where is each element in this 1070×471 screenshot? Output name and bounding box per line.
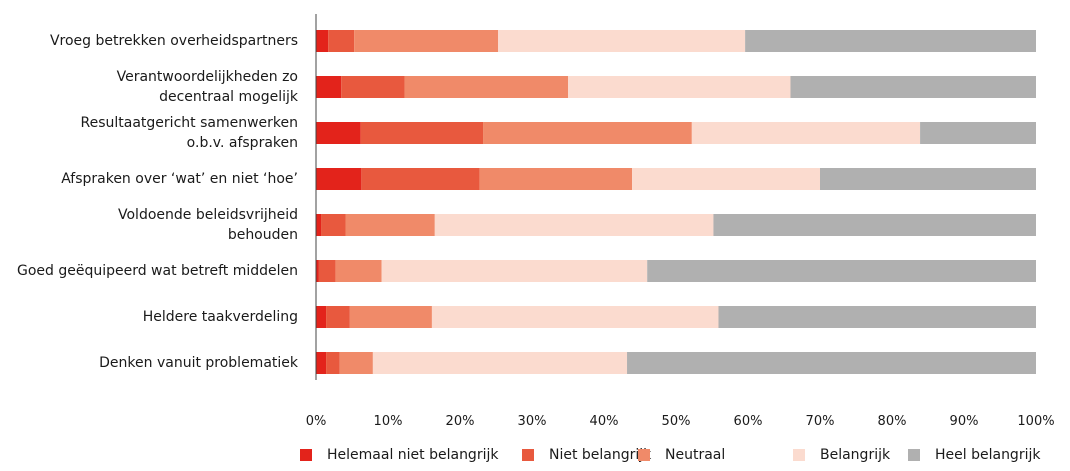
x-tick-label: 40% <box>590 414 619 429</box>
bar-segment <box>316 30 328 52</box>
bar-segment <box>340 352 373 374</box>
category-label: o.b.v. afspraken <box>187 135 298 151</box>
bar-segment <box>692 122 920 144</box>
x-tick-label: 80% <box>878 414 907 429</box>
bar-segment <box>718 306 1036 328</box>
legend-item: Heel belangrijk <box>908 447 1041 463</box>
legend-item: Niet belangrijk <box>522 447 652 463</box>
bar-segment <box>920 122 1036 144</box>
bar-segment <box>316 352 326 374</box>
bar-segment <box>316 76 341 98</box>
bar-segment <box>321 214 345 236</box>
x-tick-label: 10% <box>374 414 403 429</box>
x-tick-label: 20% <box>446 414 475 429</box>
bar-segment <box>316 214 321 236</box>
category-label: Denken vanuit problematiek <box>99 355 299 371</box>
bar-segment <box>361 168 479 190</box>
category-label: Resultaatgericht samenwerken <box>81 115 298 131</box>
bars-group <box>316 30 1036 374</box>
bar-segment <box>713 214 1036 236</box>
category-labels: Vroeg betrekken overheidspartners Verantw… <box>17 33 299 371</box>
x-tick-label: 100% <box>1017 414 1054 429</box>
category-label: decentraal mogelijk <box>159 89 299 105</box>
bar-segment <box>354 30 498 52</box>
bar-segment <box>350 306 432 328</box>
bar-segment <box>568 76 790 98</box>
bar-segment <box>316 122 361 144</box>
category-label: Goed geëquipeerd wat betreft middelen <box>17 263 298 279</box>
x-tick-label: 60% <box>734 414 763 429</box>
bar-segment <box>647 260 1036 282</box>
bar-segment <box>435 214 714 236</box>
bar-segment <box>373 352 627 374</box>
x-tick-label: 30% <box>518 414 547 429</box>
bar-segment <box>328 30 354 52</box>
legend-label: Belangrijk <box>820 447 891 463</box>
x-tick-labels: 0% 10% 20% 30% 40% 50% 60% 70% 80% 90% 100% <box>306 414 1055 429</box>
bar-segment <box>326 352 340 374</box>
category-label: Afspraken over ‘wat’ en niet ‘hoe’ <box>61 171 298 187</box>
legend-label: Heel belangrijk <box>935 447 1041 463</box>
bar-segment <box>319 260 336 282</box>
bar-segment <box>432 306 719 328</box>
legend-item: Helemaal niet belangrijk <box>300 447 499 463</box>
bar-segment <box>335 260 381 282</box>
bar-segment <box>745 30 1036 52</box>
bar-segment <box>316 168 361 190</box>
bar-segment <box>790 76 1036 98</box>
legend-swatch <box>638 449 650 461</box>
bar-segment <box>346 214 435 236</box>
bar-segment <box>498 30 745 52</box>
bar-segment <box>326 306 350 328</box>
legend-swatch <box>300 449 312 461</box>
bar-segment <box>405 76 568 98</box>
bar-segment <box>341 76 404 98</box>
legend: Helemaal niet belangrijk Niet belangrijk N… <box>300 447 1041 463</box>
legend-label: Helemaal niet belangrijk <box>327 447 499 463</box>
bar-segment <box>316 306 326 328</box>
bar-segment <box>632 168 820 190</box>
bar-segment <box>479 168 632 190</box>
category-label: Heldere taakverdeling <box>143 309 298 325</box>
category-label: behouden <box>228 227 298 243</box>
x-tick-label: 70% <box>806 414 835 429</box>
legend-label: Neutraal <box>665 447 725 463</box>
category-label: Verantwoordelijkheden zo <box>117 69 298 85</box>
bar-segment <box>483 122 692 144</box>
bar-segment <box>627 352 1036 374</box>
bar-segment <box>382 260 648 282</box>
legend-item: Belangrijk <box>793 447 891 463</box>
category-label: Voldoende beleidsvrijheid <box>118 207 298 223</box>
legend-label: Niet belangrijk <box>549 447 652 463</box>
bar-segment <box>361 122 483 144</box>
bar-segment <box>820 168 1036 190</box>
x-tick-label: 0% <box>306 414 327 429</box>
legend-swatch <box>522 449 534 461</box>
category-label: Vroeg betrekken overheidspartners <box>50 33 298 49</box>
x-tick-label: 50% <box>662 414 691 429</box>
x-tick-label: 90% <box>950 414 979 429</box>
legend-swatch <box>793 449 805 461</box>
legend-swatch <box>908 449 920 461</box>
